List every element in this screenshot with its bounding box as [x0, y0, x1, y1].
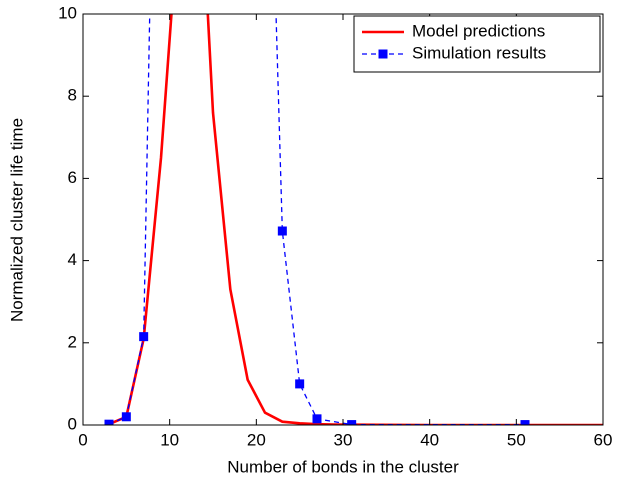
x-tick-label: 0 — [78, 430, 87, 449]
y-tick-label: 0 — [68, 414, 77, 433]
y-axis-label: Normalized cluster life time — [7, 118, 26, 322]
data-point — [520, 420, 530, 425]
legend: Model predictions Simulation results — [353, 15, 601, 73]
legend-box — [353, 15, 601, 73]
data-line — [108, 14, 525, 425]
data-point — [121, 412, 131, 422]
x-tick-label: 10 — [160, 430, 179, 449]
x-tick-label: 40 — [420, 430, 439, 449]
x-axis-label: Number of bonds in the cluster — [227, 457, 459, 476]
legend-label: Simulation results — [412, 43, 546, 62]
x-tick-label: 60 — [594, 430, 613, 449]
y-tick-label: 6 — [68, 168, 77, 187]
x-tick-label: 30 — [334, 430, 353, 449]
y-tick-label: 4 — [68, 250, 77, 269]
data-point — [139, 332, 149, 342]
data-point — [277, 226, 287, 236]
plot-frame — [82, 13, 604, 426]
legend-marker — [378, 49, 388, 59]
data-point — [312, 414, 322, 424]
data-point — [347, 420, 357, 425]
x-tick-label: 20 — [247, 430, 266, 449]
x-tick-label: 50 — [507, 430, 526, 449]
y-tick-label: 10 — [58, 3, 77, 22]
data-point — [104, 419, 114, 425]
legend-label: Model predictions — [412, 21, 545, 40]
y-tick-label: 8 — [68, 86, 77, 105]
data-point — [295, 379, 305, 389]
y-tick-label: 2 — [68, 332, 77, 351]
